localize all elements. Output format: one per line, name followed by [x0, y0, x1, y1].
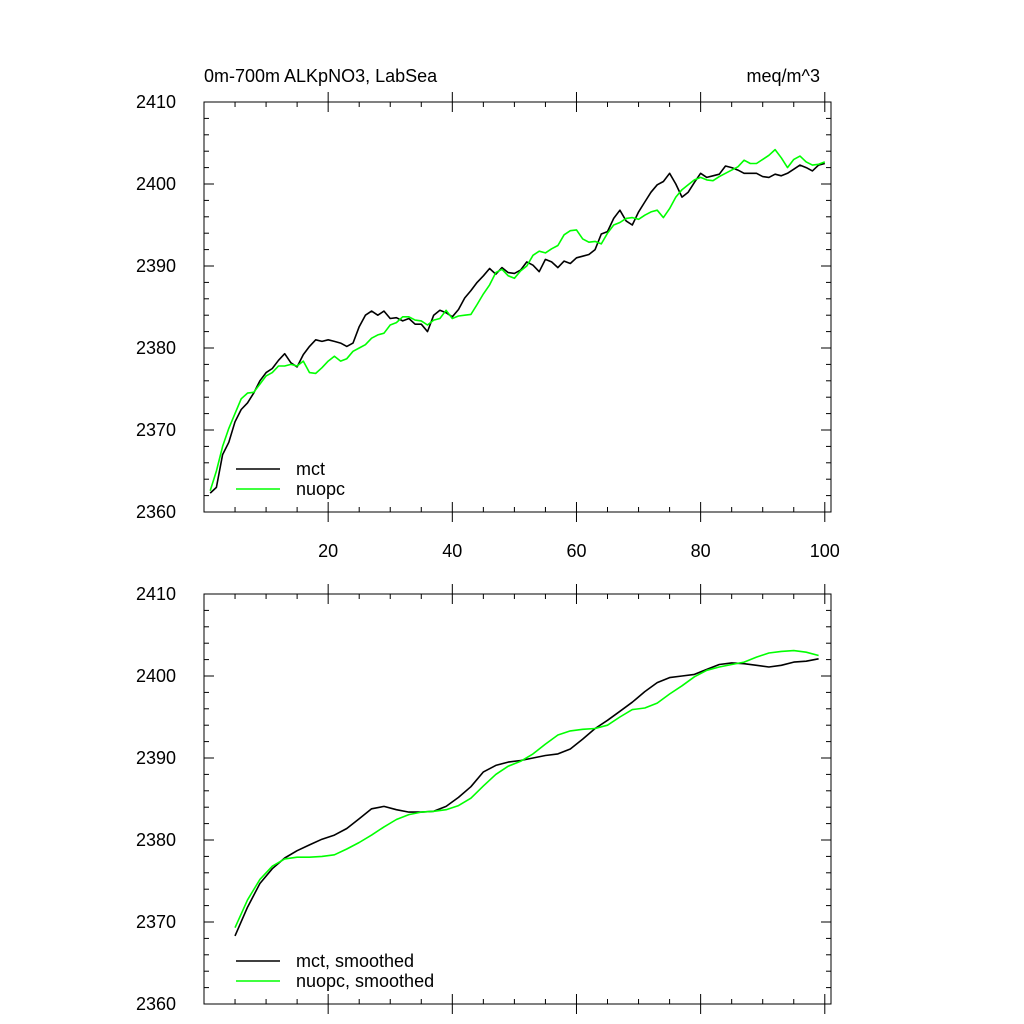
x-tick-label: 100: [810, 541, 840, 561]
plot-frame: [203, 593, 832, 1005]
y-tick-label: 2390: [136, 748, 176, 768]
series-line-nuopc: [209, 148, 826, 491]
y-tick-label: 2380: [136, 830, 176, 850]
y-tick-label: 2370: [136, 420, 176, 440]
x-tick-label: 40: [442, 541, 462, 561]
x-tick-label: 80: [691, 541, 711, 561]
y-tick-label: 2410: [136, 92, 176, 112]
legend-label: mct: [296, 459, 325, 479]
x-tick-label: 20: [318, 541, 338, 561]
y-tick-label: 2390: [136, 256, 176, 276]
y-tick-label: 2360: [136, 994, 176, 1014]
series-line-mct: [209, 162, 825, 494]
x-tick-label: 60: [566, 541, 586, 561]
series-line-mct-smoothed: [234, 658, 819, 937]
y-tick-label: 2410: [136, 584, 176, 604]
plot-title: 0m-700m ALKpNO3, LabSea: [204, 66, 438, 86]
plot-frame: [203, 101, 832, 513]
y-tick-label: 2400: [136, 174, 176, 194]
y-tick-label: 2370: [136, 912, 176, 932]
panel-smoothed: 2360 2370 2380 2390 2400 2410 mct, smoothednuo…: [136, 584, 832, 1014]
units-label: meq/m^3: [747, 66, 820, 86]
legend-label: nuopc: [296, 479, 345, 499]
legend-label: mct, smoothed: [296, 951, 414, 971]
panel-raw: 20 40 60 80 100 2360 2370 2380 2390 2400 2410 mctnu…: [136, 92, 840, 561]
y-tick-label: 2360: [136, 502, 176, 522]
y-tick-label: 2400: [136, 666, 176, 686]
y-tick-label: 2380: [136, 338, 176, 358]
legend-label: nuopc, smoothed: [296, 971, 434, 991]
series-line-nuopc-smoothed: [234, 649, 819, 929]
